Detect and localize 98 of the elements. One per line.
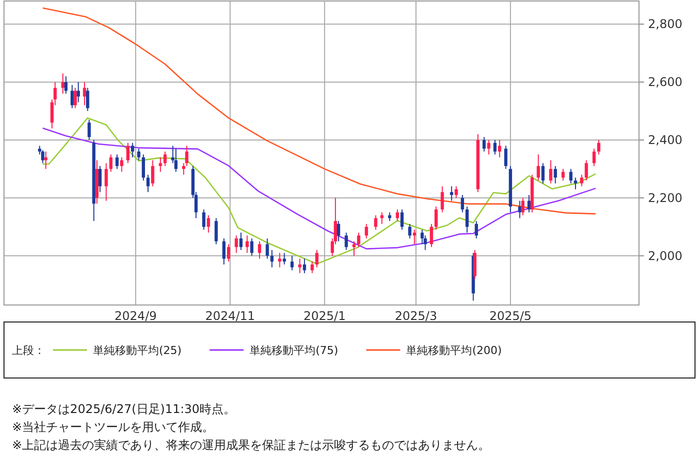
candlestick (400, 208, 404, 230)
x-tick-label: 2024/11 (205, 309, 256, 323)
candlestick (41, 150, 44, 164)
candlestick (206, 214, 210, 234)
line-series (42, 7, 596, 214)
candlestick (278, 252, 282, 268)
candlestick (574, 177, 578, 190)
candlestick (298, 258, 302, 274)
candlestick (222, 238, 226, 265)
line-series (42, 127, 596, 250)
candlestick (137, 148, 140, 161)
candlestick (454, 186, 458, 198)
candlestick (74, 87, 77, 109)
candlestick (258, 240, 262, 260)
candlestick (202, 208, 206, 230)
candlestick (185, 145, 188, 167)
candlestick (460, 194, 464, 213)
candlestick (592, 148, 596, 167)
candlestick (315, 249, 318, 268)
candlestick (380, 212, 384, 224)
candlestick (580, 174, 584, 187)
x-tick-label: 2025/3 (394, 309, 438, 323)
candlestick (214, 218, 218, 245)
candlestick (88, 119, 91, 140)
candlestick (120, 156, 124, 172)
candlestick (527, 194, 531, 213)
candlestick (412, 229, 416, 245)
candlestick (374, 214, 378, 230)
candlestick (174, 148, 178, 172)
candlestick (98, 166, 102, 193)
candlestick (163, 151, 167, 167)
candlestick (126, 142, 130, 164)
x-tick-label: 2025/1 (303, 309, 346, 323)
candlestick (104, 162, 108, 202)
candlestick (541, 162, 545, 184)
candlestick (76, 82, 80, 103)
candlestick (450, 186, 454, 202)
candlestick (408, 223, 412, 239)
y-tick-label: 2,200 (648, 190, 682, 205)
candlestick (474, 220, 478, 239)
candlestick (266, 238, 269, 260)
text: ※上記は過去の実績であり、将来の運用成果を保証または示唆するものではありません。 (12, 438, 490, 452)
y-tick-label: 2,400 (648, 132, 682, 147)
candlestick (151, 160, 154, 187)
candlestick (344, 232, 348, 250)
candlestick (146, 174, 150, 193)
candlestick (246, 235, 249, 254)
candlestick (250, 238, 254, 256)
candlestick (64, 76, 68, 94)
candlestick (493, 139, 497, 155)
candlestick (487, 139, 490, 155)
candlestick (310, 261, 314, 274)
candlestick (158, 156, 162, 172)
legend-label: 単純移動平均(75) (250, 344, 338, 357)
candlestick (521, 197, 524, 216)
legend-label: 単純移動平均(200) (406, 344, 502, 357)
candlestick (465, 206, 469, 234)
candlestick (482, 136, 486, 152)
candlestick (70, 84, 74, 109)
text: ※データは2025/6/27(日足)11:30時点。 (12, 402, 236, 416)
candlestick (109, 154, 112, 172)
candlestick (282, 252, 286, 265)
candlestick (364, 223, 368, 239)
text: ※当社チャートツールを用いて作成。 (12, 420, 214, 434)
candlestick (440, 186, 444, 213)
candlestick (86, 87, 90, 112)
y-tick-label: 2,800 (648, 17, 682, 32)
y-tick-label: 2,600 (648, 75, 682, 90)
candlestick (352, 240, 356, 256)
candlestick (234, 235, 238, 254)
line-series (42, 117, 596, 265)
candlestick (597, 139, 600, 155)
candlestick (569, 168, 572, 184)
legend-label: 単純移動平均(25) (93, 344, 182, 357)
candlestick (434, 206, 438, 230)
candlestick (536, 154, 540, 182)
candlestick (226, 244, 230, 262)
candlestick (504, 145, 508, 170)
x-tick-label: 2024/9 (114, 309, 157, 323)
candlestick (61, 72, 64, 94)
candlestick (549, 160, 552, 184)
candlestick (302, 258, 306, 274)
candlestick (336, 220, 340, 242)
candlestick (518, 200, 522, 219)
x-tick-label: 2025/5 (489, 309, 532, 323)
candlestick (142, 154, 145, 182)
legend-title: 上段： (12, 344, 45, 357)
candlestick (239, 232, 243, 250)
candlestick (554, 166, 557, 184)
candlestick (290, 255, 294, 271)
candlestick (182, 162, 186, 176)
candlestick (584, 160, 588, 182)
candlestick (115, 154, 119, 170)
candlestick (44, 151, 48, 170)
candlestick (82, 82, 86, 106)
y-tick-label: 2,000 (648, 248, 682, 263)
candlestick (357, 232, 360, 248)
candlestick (430, 223, 434, 248)
